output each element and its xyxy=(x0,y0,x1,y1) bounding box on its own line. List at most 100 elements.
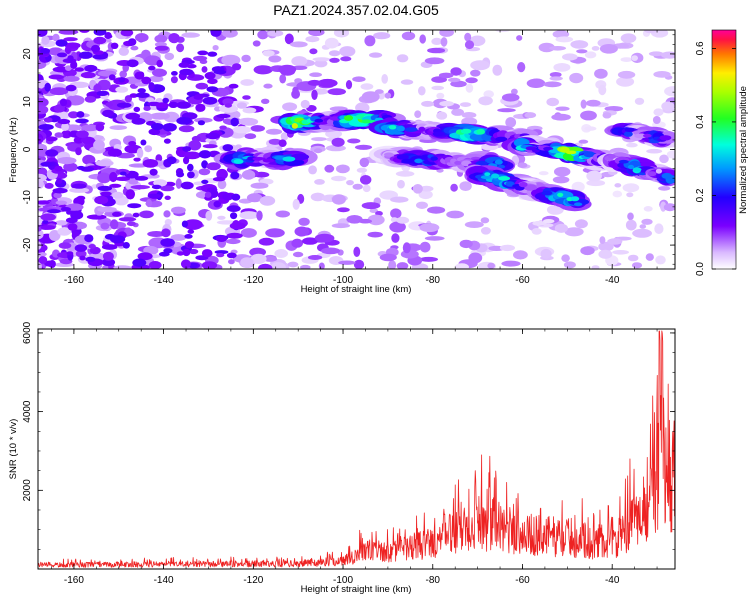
background-speckle xyxy=(113,265,132,269)
background-speckle xyxy=(346,215,363,224)
background-speckle xyxy=(292,198,300,210)
background-speckle xyxy=(598,84,607,96)
background-speckle xyxy=(658,186,671,191)
background-speckle xyxy=(64,65,72,71)
background-speckle xyxy=(586,170,602,182)
background-speckle xyxy=(338,260,356,265)
spectral-feature-2 xyxy=(388,125,397,130)
spectral-feature-1 xyxy=(361,119,372,124)
x-tick-label: -120 xyxy=(243,575,263,586)
background-speckle xyxy=(576,49,588,54)
background-speckle xyxy=(229,222,246,230)
background-speckle xyxy=(250,125,265,132)
background-speckle xyxy=(143,106,151,111)
spectral-feature-2 xyxy=(495,136,508,142)
background-speckle xyxy=(598,249,613,259)
x-tick-label: -140 xyxy=(154,575,174,586)
background-speckle xyxy=(259,195,276,206)
background-speckle xyxy=(242,95,251,100)
background-speckle xyxy=(622,183,640,193)
background-speckle xyxy=(436,111,448,120)
background-speckle xyxy=(497,108,516,113)
background-speckle xyxy=(617,70,636,79)
background-speckle xyxy=(187,229,195,234)
background-speckle xyxy=(52,33,60,42)
background-speckle xyxy=(580,246,595,256)
background-speckle xyxy=(170,76,178,84)
spectral-feature-0 xyxy=(233,159,244,164)
background-speckle xyxy=(287,261,299,268)
background-speckle xyxy=(235,144,242,149)
background-speckle xyxy=(119,70,127,78)
background-speckle xyxy=(561,254,570,262)
background-speckle xyxy=(38,224,42,232)
background-speckle xyxy=(331,194,346,205)
background-speckle xyxy=(311,89,318,101)
background-speckle xyxy=(598,241,614,252)
background-speckle xyxy=(265,128,283,135)
background-speckle xyxy=(652,116,661,124)
background-speckle xyxy=(93,139,105,151)
background-speckle xyxy=(546,97,559,107)
background-speckle xyxy=(555,106,570,111)
background-speckle xyxy=(110,235,126,244)
background-speckle xyxy=(549,72,562,78)
background-speckle xyxy=(219,104,238,113)
background-speckle xyxy=(101,244,118,250)
background-speckle xyxy=(163,210,171,218)
background-speckle xyxy=(616,76,635,87)
background-speckle xyxy=(151,123,164,131)
background-speckle xyxy=(193,94,204,100)
background-speckle xyxy=(591,46,600,51)
background-speckle xyxy=(419,34,427,44)
background-speckle xyxy=(367,214,385,226)
background-speckle xyxy=(401,31,416,41)
background-speckle xyxy=(139,210,154,219)
background-speckle xyxy=(336,164,350,174)
background-speckle xyxy=(663,203,675,212)
background-speckle xyxy=(164,219,172,226)
background-speckle xyxy=(364,35,376,47)
spectral-feature-4 xyxy=(608,154,616,159)
background-speckle xyxy=(263,256,278,262)
background-speckle xyxy=(604,106,624,112)
background-speckle xyxy=(210,30,222,37)
spectrogram-xlabel: Height of straight line (km) xyxy=(301,284,412,295)
background-speckle xyxy=(218,127,234,138)
background-speckle xyxy=(494,30,511,33)
background-speckle xyxy=(75,250,87,258)
x-tick-label: -40 xyxy=(605,575,620,586)
background-speckle xyxy=(161,228,171,238)
background-speckle xyxy=(135,33,149,42)
background-speckle xyxy=(239,117,259,126)
background-speckle xyxy=(250,253,267,264)
background-speckle xyxy=(314,148,323,154)
background-speckle xyxy=(133,106,141,113)
spectral-feature-6 xyxy=(573,202,583,207)
background-speckle xyxy=(49,87,69,96)
background-speckle xyxy=(63,37,78,42)
background-speckle xyxy=(564,227,584,237)
background-speckle xyxy=(626,192,634,198)
x-tick-label: -140 xyxy=(154,275,174,286)
background-speckle xyxy=(369,52,383,58)
background-speckle xyxy=(116,102,132,108)
background-speckle xyxy=(470,69,481,77)
background-speckle xyxy=(419,223,440,233)
background-speckle xyxy=(275,210,290,218)
background-speckle xyxy=(119,171,127,176)
background-speckle xyxy=(216,113,231,119)
background-speckle xyxy=(468,252,483,264)
background-speckle xyxy=(318,262,325,269)
background-speckle xyxy=(240,257,254,268)
background-speckle xyxy=(300,99,310,109)
background-speckle xyxy=(419,185,434,192)
background-speckle xyxy=(402,242,411,254)
background-speckle xyxy=(216,253,225,258)
background-speckle xyxy=(204,191,212,198)
spectral-feature-6 xyxy=(505,181,515,187)
background-speckle xyxy=(198,168,211,176)
background-speckle xyxy=(184,241,195,249)
background-speckle xyxy=(419,241,431,253)
background-speckle xyxy=(653,108,664,116)
